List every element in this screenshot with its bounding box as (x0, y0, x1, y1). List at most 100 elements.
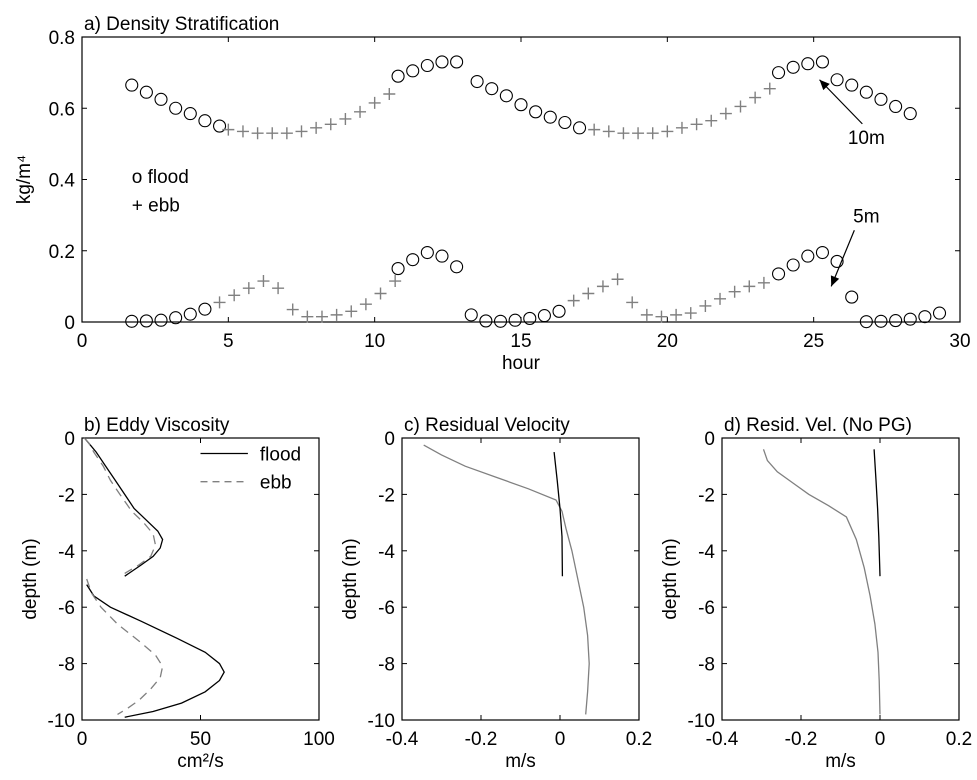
ebb-marker (345, 305, 358, 318)
x-tick-label: -0.2 (785, 729, 818, 750)
y-tick-label: -8 (378, 655, 395, 676)
ebb-marker (596, 280, 609, 293)
ebb-marker (354, 105, 367, 118)
x-axis-label: cm²/s (177, 751, 223, 772)
flood-marker (830, 254, 844, 268)
y-tick-label: -6 (698, 598, 715, 619)
y-tick-label: -2 (378, 485, 395, 506)
x-tick-label: 0 (875, 729, 886, 750)
flood-marker (830, 73, 844, 87)
flood-marker (464, 308, 478, 322)
x-tick-label: -0.2 (465, 729, 498, 750)
x-tick-label: 100 (303, 729, 335, 750)
ebb-marker (670, 308, 683, 321)
ebb-marker (251, 127, 264, 140)
ebb-marker (705, 114, 718, 127)
flood-marker (874, 92, 888, 106)
x-tick-label: 15 (510, 331, 531, 352)
flood-marker (435, 55, 449, 69)
ebb-marker (257, 275, 270, 288)
y-tick-label: 0 (64, 313, 75, 334)
series-line (86, 578, 164, 715)
chart-title: d) Resid. Vel. (No PG) (724, 415, 912, 436)
flood-marker (391, 69, 405, 83)
ebb-marker (602, 125, 615, 138)
series-line (553, 452, 564, 577)
flood-marker (859, 85, 873, 99)
x-tick-label: -0.4 (706, 729, 739, 750)
ebb-marker (301, 310, 314, 323)
legend-entry-ebb: + ebb (132, 196, 180, 217)
flood-marker (558, 115, 572, 130)
x-tick-label: -0.4 (386, 729, 419, 750)
ebb-marker (749, 91, 762, 104)
flood-marker (139, 314, 153, 328)
flood-marker (213, 119, 227, 133)
ebb-marker (374, 287, 387, 300)
chart-title: c) Residual Velocity (404, 415, 570, 436)
flood-marker (183, 107, 197, 121)
y-tick-label: 0 (704, 429, 715, 450)
flood-marker (125, 78, 139, 92)
flood-marker (537, 309, 551, 323)
x-tick-label: 50 (190, 729, 211, 750)
x-tick-label: 0 (77, 331, 88, 352)
flood-marker (154, 313, 168, 327)
flood-marker (889, 99, 903, 114)
flood-marker (918, 310, 932, 324)
annotation-arrow (819, 79, 863, 125)
flood-marker (420, 245, 434, 260)
series-line (423, 444, 590, 715)
series-line (762, 449, 881, 715)
y-tick-label: -2 (58, 485, 75, 506)
legend-entry-flood: o flood (132, 167, 189, 188)
flood-marker (406, 253, 420, 267)
y-tick-label: -2 (698, 485, 715, 506)
flood-marker (493, 314, 508, 328)
y-tick-label: -10 (688, 711, 715, 732)
flood-marker (572, 121, 587, 135)
series-line (83, 437, 164, 577)
y-tick-label: -4 (378, 542, 395, 563)
flood-marker (406, 64, 420, 78)
x-tick-label: 0.2 (946, 729, 972, 750)
x-tick-label: 20 (657, 331, 678, 352)
flood-marker (874, 314, 888, 328)
ebb-marker (684, 307, 697, 320)
ebb-marker (655, 310, 668, 323)
flood-marker (859, 315, 873, 329)
ebb-marker (640, 308, 653, 321)
ebb-marker (324, 118, 337, 131)
ebb-marker (675, 121, 688, 134)
flood-marker (786, 258, 800, 272)
y-tick-label: -8 (58, 655, 75, 676)
x-axis-label: m/s (505, 751, 536, 772)
ebb-marker (228, 289, 241, 302)
y-tick-label: 0.8 (49, 28, 75, 49)
ebb-marker (280, 127, 293, 140)
ebb-marker (339, 112, 352, 125)
ebb-marker (728, 285, 741, 298)
ebb-marker (286, 303, 299, 316)
y-tick-label: 0.4 (49, 171, 76, 192)
x-axis-label: hour (502, 353, 541, 374)
ebb-marker (588, 123, 601, 136)
ebb-marker (567, 294, 580, 307)
flood-marker (529, 105, 543, 119)
flood-marker (508, 313, 522, 327)
ebb-marker (611, 273, 624, 286)
ebb-marker (310, 121, 323, 134)
ebb-marker (646, 127, 659, 140)
flood-marker (889, 314, 903, 328)
ebb-marker (743, 280, 756, 293)
ebb-marker (383, 88, 396, 100)
ebb-marker (617, 127, 630, 140)
flood-marker (786, 60, 800, 74)
ebb-marker (266, 127, 279, 140)
y-axis-label: depth (m) (660, 538, 681, 619)
ebb-marker (632, 127, 645, 140)
x-tick-label: 5 (223, 331, 234, 352)
flood-marker (771, 66, 786, 80)
flood-marker (485, 82, 499, 96)
flood-marker (450, 55, 464, 69)
